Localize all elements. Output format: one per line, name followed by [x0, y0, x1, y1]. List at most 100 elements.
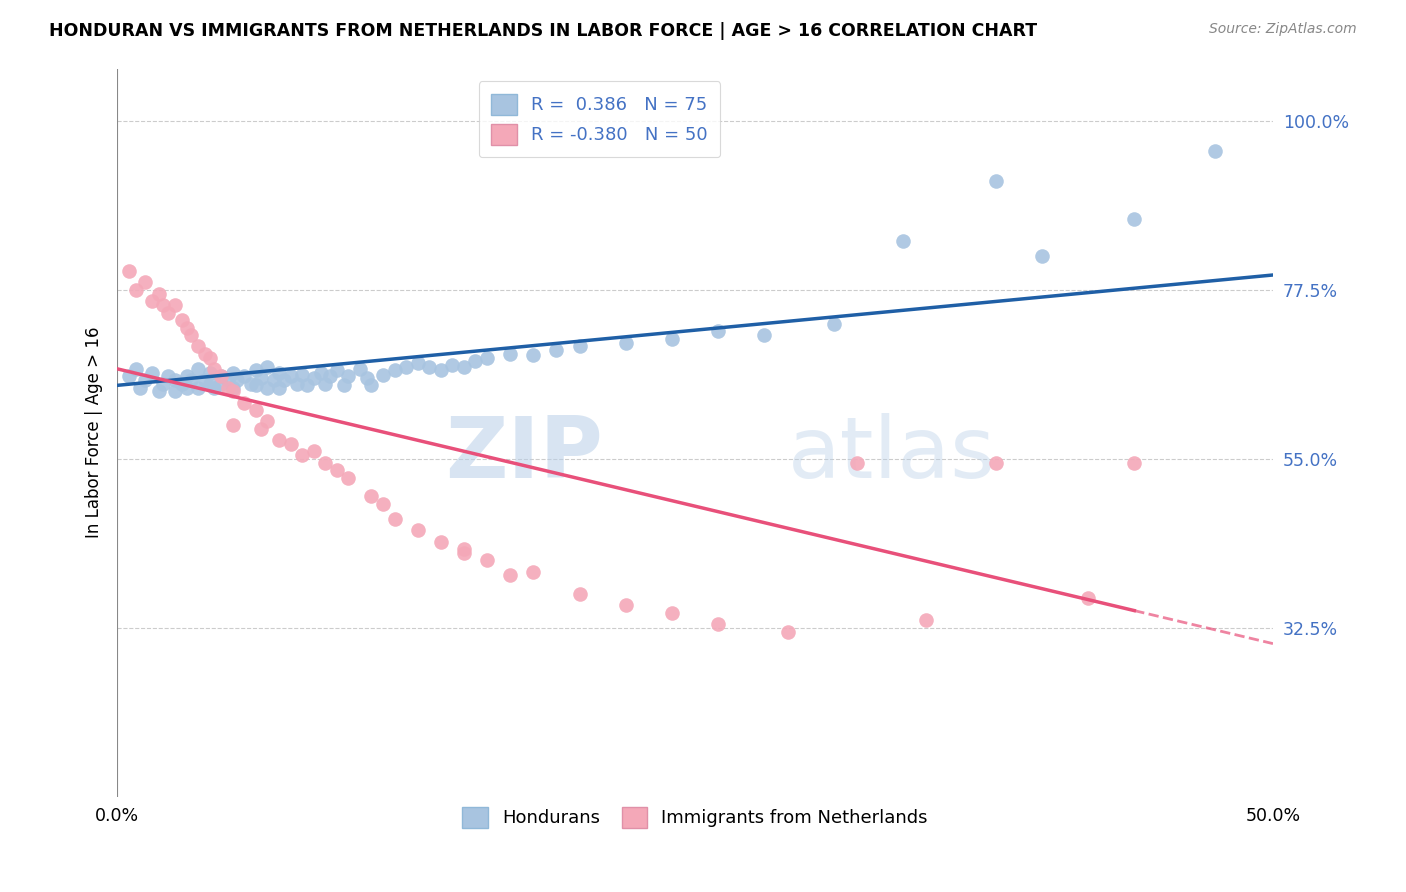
Point	[222, 381, 245, 395]
Point	[198, 376, 221, 391]
Point	[267, 366, 290, 380]
Point	[125, 283, 148, 297]
Point	[245, 378, 267, 392]
Point	[222, 366, 245, 380]
Point	[198, 351, 221, 365]
Point	[134, 276, 156, 290]
Point	[152, 298, 174, 312]
Point	[256, 360, 278, 375]
Point	[222, 418, 245, 433]
Point	[202, 381, 225, 395]
Point	[326, 463, 349, 477]
Point	[187, 339, 209, 353]
Point	[295, 378, 318, 392]
Point	[198, 366, 221, 380]
Legend: Hondurans, Immigrants from Netherlands: Hondurans, Immigrants from Netherlands	[456, 800, 935, 835]
Point	[1123, 211, 1146, 226]
Point	[202, 361, 225, 376]
Point	[240, 376, 263, 391]
Point	[371, 368, 394, 382]
Point	[441, 358, 464, 372]
Point	[180, 328, 202, 343]
Point	[314, 456, 336, 470]
Point	[453, 360, 475, 375]
Point	[163, 384, 186, 399]
Point	[125, 361, 148, 376]
Point	[245, 403, 267, 417]
Point	[360, 490, 382, 504]
Point	[915, 613, 938, 627]
Point	[291, 448, 314, 462]
Point	[152, 376, 174, 391]
Point	[1031, 249, 1053, 263]
Point	[176, 381, 198, 395]
Point	[314, 376, 336, 391]
Point	[1123, 456, 1146, 470]
Point	[406, 523, 429, 537]
Point	[384, 512, 406, 526]
Point	[176, 369, 198, 384]
Point	[430, 534, 453, 549]
Point	[319, 369, 342, 384]
Point	[170, 376, 193, 391]
Point	[118, 264, 141, 278]
Point	[263, 373, 285, 387]
Point	[209, 369, 232, 384]
Point	[1204, 144, 1226, 158]
Point	[249, 422, 271, 436]
Point	[332, 378, 354, 392]
Point	[614, 599, 637, 613]
Point	[453, 541, 475, 556]
Point	[984, 174, 1007, 188]
Point	[157, 305, 180, 319]
Point	[194, 373, 217, 387]
Point	[217, 373, 239, 387]
Point	[118, 369, 141, 384]
Point	[280, 437, 302, 451]
Point	[209, 376, 232, 391]
Point	[148, 384, 170, 399]
Point	[129, 381, 152, 395]
Point	[475, 553, 498, 567]
Point	[141, 366, 163, 380]
Point	[267, 433, 290, 447]
Text: atlas: atlas	[787, 413, 995, 496]
Text: Source: ZipAtlas.com: Source: ZipAtlas.com	[1209, 22, 1357, 37]
Point	[776, 624, 799, 639]
Point	[134, 373, 156, 387]
Point	[157, 369, 180, 384]
Point	[287, 376, 309, 391]
Point	[194, 347, 217, 361]
Point	[163, 298, 186, 312]
Point	[499, 568, 522, 582]
Point	[233, 395, 256, 409]
Point	[891, 234, 914, 248]
Point	[453, 546, 475, 560]
Point	[226, 373, 249, 387]
Point	[349, 361, 371, 376]
Point	[176, 320, 198, 334]
Point	[302, 371, 325, 385]
Point	[337, 369, 360, 384]
Point	[371, 497, 394, 511]
Point	[568, 587, 591, 601]
Point	[222, 384, 245, 399]
Point	[337, 471, 360, 485]
Point	[823, 317, 845, 331]
Point	[217, 381, 239, 395]
Point	[522, 565, 544, 579]
Point	[845, 456, 868, 470]
Point	[249, 371, 271, 385]
Point	[245, 363, 267, 377]
Point	[754, 328, 776, 343]
Y-axis label: In Labor Force | Age > 16: In Labor Force | Age > 16	[86, 326, 103, 539]
Point	[291, 368, 314, 382]
Point	[395, 360, 418, 375]
Point	[707, 324, 730, 338]
Point	[256, 381, 278, 395]
Point	[148, 286, 170, 301]
Point	[302, 444, 325, 458]
Point	[170, 313, 193, 327]
Point	[430, 363, 453, 377]
Point	[163, 373, 186, 387]
